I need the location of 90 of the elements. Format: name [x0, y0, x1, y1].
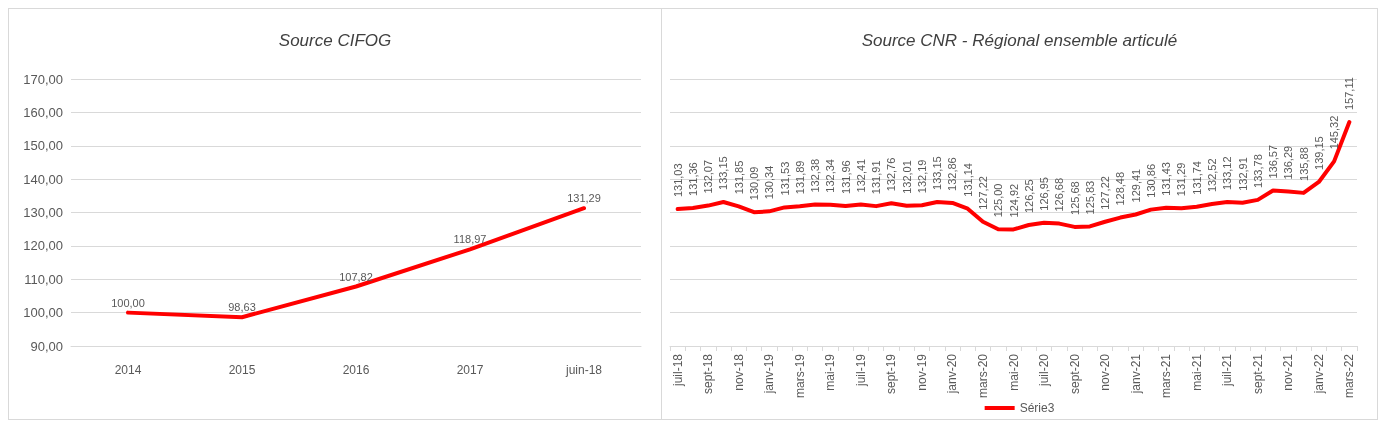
data-label: 132,19 — [915, 159, 928, 194]
x-tick-label: 2015 — [228, 363, 256, 377]
x-tick-label: 2016 — [342, 363, 370, 377]
data-label: 128,48 — [1114, 171, 1127, 206]
x-tick-label: sept-19 — [884, 353, 899, 395]
data-label: 145,32 — [1328, 115, 1341, 150]
y-tick-label: 150,00 — [23, 138, 63, 154]
data-label: 132,38 — [809, 158, 822, 193]
x-tick-label: juil-19 — [853, 353, 868, 388]
data-label: 157,11 — [1343, 77, 1356, 111]
data-label: 107,82 — [339, 270, 373, 283]
y-tick-label: 90,00 — [30, 338, 63, 354]
data-label: 131,29 — [567, 192, 601, 205]
x-tick-label: mai-20 — [1006, 353, 1021, 391]
x-tick-label: juin-18 — [564, 363, 603, 377]
data-label: 126,25 — [1022, 179, 1035, 214]
data-label: 133,15 — [931, 156, 944, 190]
data-label: 135,88 — [1297, 147, 1310, 181]
data-label: 124,92 — [1007, 183, 1020, 218]
x-tick-label: sept-20 — [1067, 353, 1082, 395]
data-label: 132,34 — [824, 159, 837, 193]
chart-title: Source CNR - Régional ensemble articulé — [861, 31, 1178, 50]
x-tick-label: juil-21 — [1220, 353, 1235, 388]
data-label: 129,41 — [1129, 168, 1142, 203]
data-label: 125,00 — [992, 183, 1005, 218]
data-label: 132,86 — [946, 157, 959, 191]
data-label: 132,01 — [900, 160, 913, 194]
data-label: 130,09 — [747, 166, 760, 201]
data-label: 126,68 — [1053, 177, 1066, 212]
x-tick-label: janv-19 — [762, 353, 777, 395]
x-tick-label: sept-21 — [1250, 353, 1265, 395]
x-tick-label: mai-21 — [1189, 353, 1204, 391]
data-label: 131,29 — [1175, 162, 1188, 197]
data-label: 98,63 — [228, 301, 256, 314]
x-tick-label: janv-22 — [1311, 353, 1326, 395]
x-tick-label: janv-21 — [1128, 353, 1143, 395]
data-label: 132,41 — [854, 158, 867, 193]
data-label: 139,15 — [1312, 136, 1325, 170]
x-tick-label: nov-21 — [1281, 353, 1296, 391]
data-label: 136,29 — [1282, 145, 1295, 180]
data-label: 133,15 — [717, 156, 730, 190]
chart-title: Source CIFOG — [278, 31, 392, 50]
data-label: 131,43 — [1160, 162, 1173, 196]
x-tick-label: nov-19 — [914, 353, 929, 391]
data-label: 118,97 — [453, 233, 487, 246]
data-label: 132,76 — [885, 157, 898, 192]
x-tick-label: juil-20 — [1037, 353, 1052, 388]
data-label: 130,34 — [763, 165, 776, 200]
data-label: 127,22 — [1099, 176, 1112, 210]
data-label: 131,74 — [1190, 161, 1203, 195]
data-label: 131,14 — [961, 163, 974, 197]
data-label: 131,36 — [686, 162, 699, 196]
x-tick-label: nov-18 — [731, 353, 746, 391]
data-label: 132,52 — [1205, 158, 1218, 193]
data-label: 100,00 — [111, 296, 145, 309]
data-label: 131,89 — [793, 160, 806, 195]
y-tick-label: 130,00 — [23, 205, 63, 220]
data-label: 131,85 — [732, 160, 745, 195]
x-tick-label: nov-20 — [1098, 353, 1113, 391]
x-tick-label: mars-22 — [1342, 353, 1357, 399]
data-label: 131,53 — [778, 161, 791, 196]
data-label: 127,22 — [976, 176, 989, 210]
y-tick-label: 100,00 — [23, 305, 63, 321]
y-tick-label: 110,00 — [24, 271, 63, 287]
data-label: 136,57 — [1267, 144, 1280, 179]
data-label: 131,03 — [671, 163, 684, 198]
data-label: 132,91 — [1236, 157, 1249, 191]
x-tick-label: juil-18 — [670, 353, 685, 388]
y-tick-label: 140,00 — [23, 171, 63, 187]
data-label: 131,91 — [870, 160, 883, 195]
y-tick-label: 170,00 — [23, 71, 63, 87]
y-tick-label: 160,00 — [23, 104, 63, 120]
data-label: 125,83 — [1083, 180, 1096, 215]
data-label: 125,68 — [1068, 181, 1081, 215]
x-tick-label: mars-20 — [975, 353, 990, 399]
data-label: 133,78 — [1251, 154, 1264, 188]
y-tick-label: 120,00 — [23, 238, 63, 254]
legend-label: Série3 — [1019, 401, 1055, 415]
data-label: 132,07 — [702, 159, 715, 194]
x-tick-label: mai-19 — [823, 353, 838, 391]
x-tick-label: mars-19 — [792, 353, 807, 399]
x-tick-label: 2017 — [456, 363, 484, 377]
x-tick-label: mars-21 — [1159, 353, 1174, 399]
data-label: 130,86 — [1144, 163, 1157, 198]
x-tick-label: sept-18 — [701, 353, 716, 395]
x-tick-label: janv-20 — [945, 353, 960, 395]
x-tick-label: 2014 — [114, 363, 142, 377]
data-label: 133,12 — [1221, 156, 1234, 191]
data-label: 131,96 — [839, 160, 852, 194]
data-label: 126,95 — [1038, 177, 1051, 211]
